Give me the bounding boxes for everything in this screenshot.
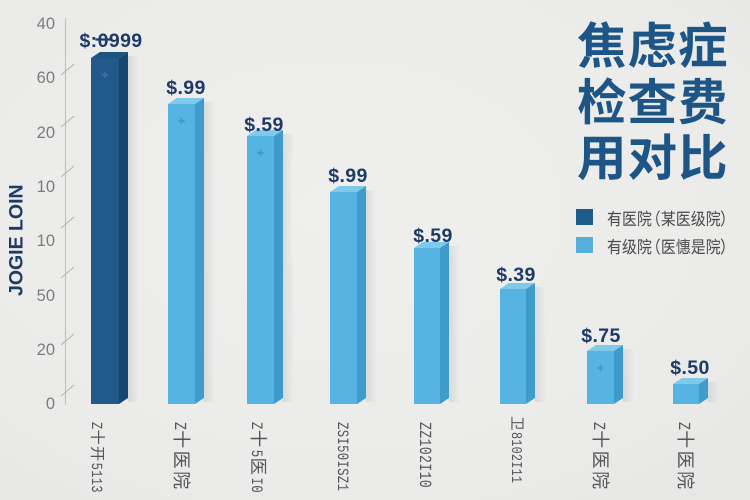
svg-text:$.50: $.50 (670, 357, 710, 379)
svg-text:$.99: $.99 (166, 77, 206, 99)
svg-text:50: 50 (37, 287, 55, 305)
svg-text:20: 20 (37, 341, 55, 359)
svg-text:JOGIE LOIN: JOGIE LOIN (6, 184, 28, 296)
svg-text:10: 10 (37, 232, 55, 250)
svg-text:$:0999: $:0999 (79, 30, 142, 52)
svg-text:$.39: $.39 (496, 264, 536, 286)
svg-text:$.75: $.75 (581, 325, 621, 347)
svg-text:$.59: $.59 (244, 114, 284, 136)
svg-text:60: 60 (37, 69, 55, 87)
svg-text:20: 20 (37, 124, 55, 142)
svg-text:$.99: $.99 (328, 165, 368, 187)
svg-text:10: 10 (37, 178, 55, 196)
svg-text:0: 0 (46, 395, 55, 413)
svg-text:$.59: $.59 (413, 225, 453, 247)
svg-text:40: 40 (37, 15, 55, 33)
